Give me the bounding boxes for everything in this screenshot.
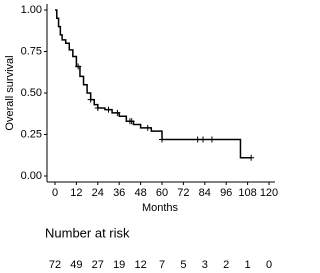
risk-count: 12 (134, 259, 146, 271)
censor-mark (159, 136, 165, 143)
censor-mark (128, 118, 135, 125)
x-tick-label: 72 (177, 187, 189, 199)
x-tick-label: 108 (238, 187, 256, 199)
risk-count: 49 (70, 259, 82, 271)
y-tick-label: 0.75 (21, 45, 42, 57)
x-tick-label: 48 (134, 187, 146, 199)
risk-count: 1 (245, 259, 251, 271)
y-tick-label: 0.00 (21, 170, 42, 182)
x-tick-label: 24 (92, 187, 104, 199)
censor-mark (94, 104, 101, 111)
y-tick-label: 0.50 (21, 87, 42, 99)
risk-count: 19 (113, 259, 125, 271)
y-tick-label: 0.25 (21, 128, 42, 140)
chart: Months Overall survival Number at risk 0… (4, 4, 278, 271)
x-axis-label: Months (142, 202, 179, 214)
risk-count: 72 (49, 259, 61, 271)
censor-mark (248, 154, 255, 161)
censor-mark (105, 106, 112, 113)
x-tick-label: 12 (70, 187, 82, 199)
censor-mark (194, 136, 201, 143)
x-tick-label: 84 (199, 187, 211, 199)
risk-count: 2 (223, 259, 229, 271)
risk-count: 7 (159, 259, 165, 271)
risk-count: 5 (180, 259, 186, 271)
censor-mark (114, 109, 121, 116)
censor-mark (200, 136, 207, 143)
x-tick-label: 0 (52, 187, 58, 199)
risk-count: 3 (202, 259, 208, 271)
censor-mark (87, 96, 94, 103)
censor-mark (144, 124, 151, 131)
y-axis-label: Overall survival (4, 55, 16, 130)
x-tick-label: 96 (220, 187, 232, 199)
survival-curve (55, 9, 252, 159)
x-tick-label: 36 (113, 187, 125, 199)
risk-count: 27 (92, 259, 104, 271)
risk-count: 0 (266, 259, 272, 271)
risk-table-title: Number at risk (45, 225, 130, 240)
censor-mark (208, 136, 215, 143)
x-tick-label: 60 (156, 187, 168, 199)
y-tick-label: 1.00 (21, 4, 42, 16)
x-tick-label: 120 (260, 187, 278, 199)
censor-mark (75, 63, 82, 70)
